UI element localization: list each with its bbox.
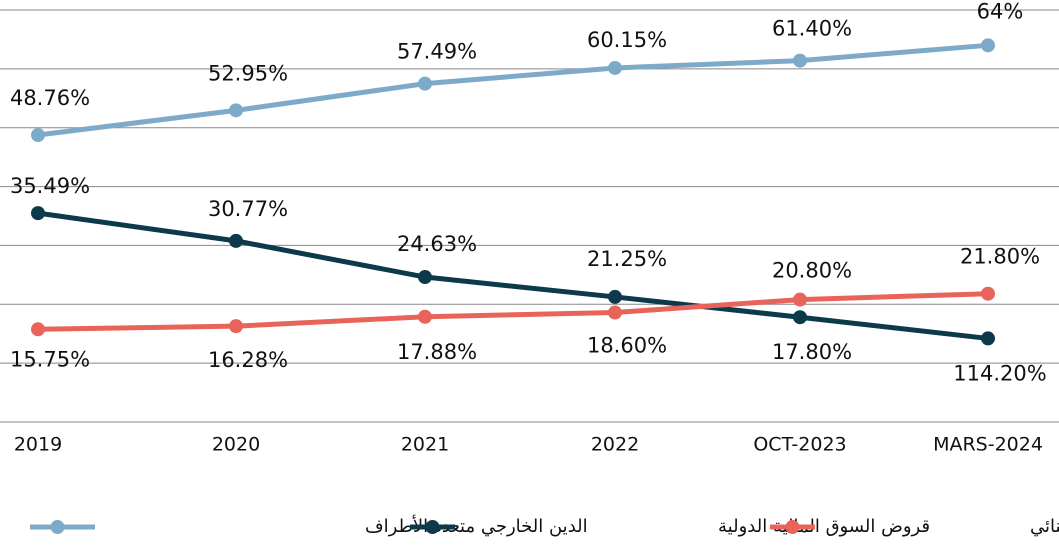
data-point [608, 289, 622, 304]
value-label: 35.49% [10, 174, 90, 198]
value-label: 61.40% [772, 17, 852, 41]
data-point [31, 128, 45, 143]
value-label: 52.95% [208, 61, 288, 85]
x-tick-label: OCT-2023 [753, 434, 846, 456]
value-label: 60.15% [587, 28, 667, 52]
value-label: 21.25% [587, 247, 667, 271]
data-point [418, 309, 432, 324]
legend-dot [50, 520, 65, 534]
data-point [793, 310, 807, 325]
value-label: 18.60% [587, 334, 667, 358]
data-point [418, 270, 432, 285]
value-label: 21.80% [960, 245, 1040, 269]
value-label: 30.77% [208, 197, 288, 221]
value-label: 57.49% [397, 40, 477, 64]
data-point [229, 319, 243, 334]
data-point [418, 76, 432, 91]
x-tick-label: MARS-2024 [933, 434, 1043, 456]
data-point [31, 206, 45, 221]
data-point [31, 322, 45, 337]
value-label: 114.20% [953, 361, 1046, 385]
data-point [981, 331, 995, 346]
x-tick-label: 2022 [591, 434, 639, 456]
value-label: 15.75% [10, 347, 90, 371]
value-label: 20.80% [772, 259, 852, 283]
value-label: 16.28% [208, 348, 288, 372]
value-label: 17.88% [397, 340, 477, 364]
data-point [229, 103, 243, 118]
legend-label: الدين الخارجي الثنائي [1030, 516, 1059, 537]
legend-dot [785, 520, 800, 534]
data-point [608, 60, 622, 75]
value-label: 17.80% [772, 340, 852, 364]
x-tick-label: 2020 [212, 434, 260, 456]
data-point [793, 53, 807, 68]
series-line [37, 210, 989, 341]
series-line [37, 291, 989, 332]
legend-label: قروض السوق المالية الدولية [718, 516, 930, 537]
value-label: 24.63% [397, 232, 477, 256]
data-point [981, 38, 995, 53]
data-point [229, 233, 243, 248]
x-tick-label: 2021 [401, 434, 449, 456]
value-label: 64% [977, 0, 1024, 23]
series-line [37, 42, 989, 138]
data-point [793, 292, 807, 307]
legend-label: الدين الخارجي متعدد الأطراف [365, 515, 588, 537]
value-label: 48.76% [10, 86, 90, 110]
data-point [981, 286, 995, 301]
legend-dot [425, 520, 440, 534]
data-point [608, 305, 622, 320]
x-tick-label: 2019 [14, 434, 62, 456]
